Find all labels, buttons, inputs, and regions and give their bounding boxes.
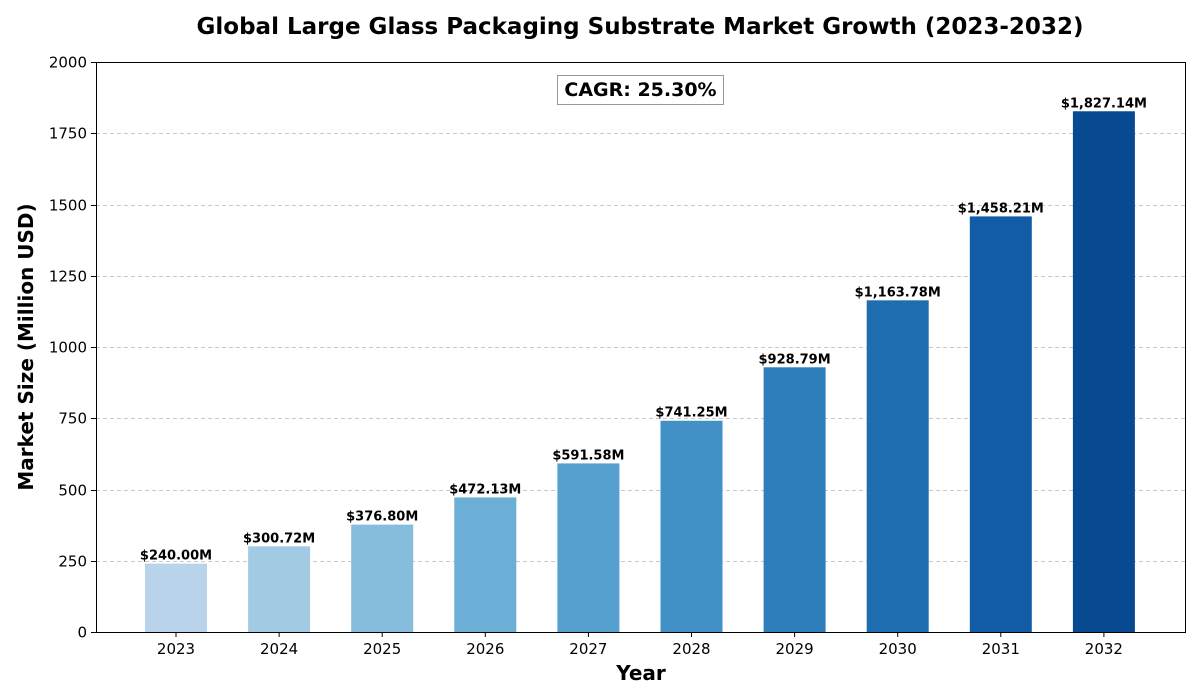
cagr-box-border — [557, 75, 724, 105]
bar-value-label: $1,458.21M — [958, 201, 1044, 216]
bar-value-label: $1,163.78M — [855, 285, 941, 300]
bars-group — [145, 111, 1135, 633]
bar-value-label: $1,827.14M — [1061, 96, 1147, 111]
x-tick-label: 2024 — [260, 640, 298, 658]
bar-value-label: $300.72M — [243, 531, 315, 546]
y-tick-label: 500 — [58, 482, 87, 500]
bar-value-label: $928.79M — [759, 352, 831, 367]
x-tick-label: 2029 — [776, 640, 814, 658]
bar — [248, 546, 311, 632]
x-tick-label: 2027 — [569, 640, 607, 658]
y-tick-label: 750 — [58, 410, 87, 428]
y-tick-label: 0 — [77, 624, 87, 642]
y-axis: 0 250 500 750 1000 1250 1500 1750 2000 — [49, 54, 96, 642]
bar — [557, 463, 620, 632]
x-axis: 2023 2024 2025 2026 2027 2028 2029 2030 2031 2032 — [157, 632, 1123, 658]
bar — [454, 497, 517, 632]
bar-value-label: $240.00M — [140, 549, 212, 564]
x-tick-label: 2028 — [672, 640, 710, 658]
bar-value-label: $376.80M — [346, 510, 418, 525]
x-tick-label: 2031 — [982, 640, 1020, 658]
y-tick-label: 1000 — [49, 339, 87, 357]
cagr-text: CAGR: 25.30% — [564, 79, 716, 101]
bar — [660, 420, 723, 632]
bar — [866, 300, 929, 632]
cagr-annotation: CAGR: 25.30% — [557, 75, 724, 105]
x-tick-label: 2030 — [879, 640, 917, 658]
bar — [969, 216, 1032, 632]
x-axis-label: Year — [615, 661, 666, 685]
bar-value-label: $591.58M — [552, 448, 624, 463]
chart-title: Global Large Glass Packaging Substrate M… — [197, 14, 1084, 40]
bar — [145, 563, 207, 632]
y-tick-label: 1250 — [49, 268, 87, 286]
x-tick-label: 2025 — [363, 640, 401, 658]
bar-value-label: $741.25M — [655, 406, 727, 421]
y-axis-label: Market Size (Million USD) — [14, 203, 38, 490]
y-tick-label: 1500 — [49, 197, 87, 215]
x-tick-label: 2032 — [1085, 640, 1123, 658]
y-tick-label: 1750 — [49, 125, 87, 143]
y-tick-label: 250 — [58, 553, 87, 571]
bar — [351, 524, 414, 632]
plot-frame — [96, 62, 1186, 633]
bar — [763, 367, 826, 632]
y-tick-label: 2000 — [49, 54, 87, 72]
x-tick-label: 2026 — [466, 640, 504, 658]
bar — [1072, 111, 1135, 633]
bar-value-label: $472.13M — [449, 482, 521, 497]
data-labels-group: $240.00M $300.72M $376.80M $472.13M $591.58M… — [140, 96, 1147, 563]
x-tick-label: 2023 — [157, 640, 195, 658]
